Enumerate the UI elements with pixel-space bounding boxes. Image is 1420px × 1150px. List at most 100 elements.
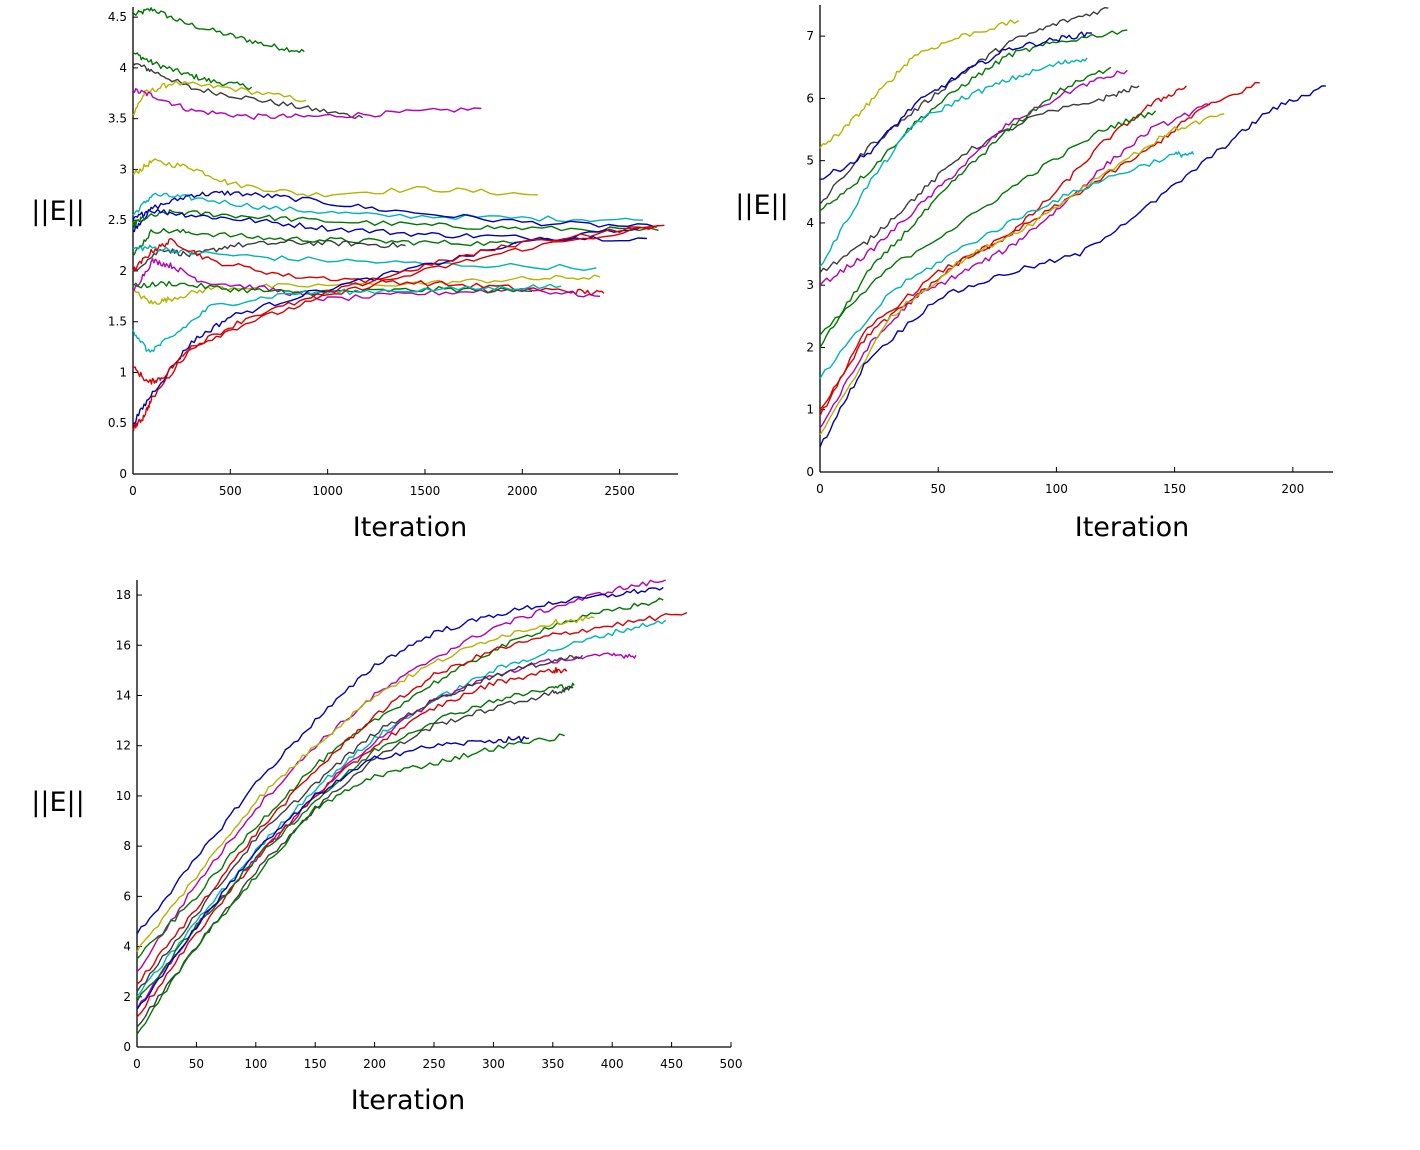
series-line [819,57,1088,267]
y-axis-title: ||E|| [31,196,84,227]
series-line [132,227,640,424]
series-line [136,654,584,993]
x-tick-label: 50 [189,1057,204,1071]
x-tick-label: 2500 [604,484,635,498]
y-axis-title: ||E|| [735,190,788,221]
chart-panel-top-right: 0 50 100 150 200 0 1 2 3 4 5 6 7 Iteration ||E|| [735,5,1333,543]
series-line [819,113,1225,435]
y-tick-label: 2 [806,340,814,354]
series-line [132,224,659,431]
series-line [136,733,565,1035]
y-tick-label: 6 [123,889,131,903]
series-group [136,579,688,1035]
series-line [136,682,575,1003]
series-line [136,597,664,960]
x-tick-label: 2000 [507,484,538,498]
series-line [136,667,568,1018]
y-tick-label: 0.5 [108,416,127,430]
x-tick-label: 500 [219,484,242,498]
y-tick-label: 0 [123,1040,131,1054]
series-line [819,31,1092,180]
y-tick-label: 3 [119,162,127,176]
x-tick-label: 300 [482,1057,505,1071]
series-line [132,62,364,120]
series-line [132,7,305,54]
series-line [132,88,482,120]
x-ticks: 0 50 100 150 200 [816,467,1304,496]
series-line [819,85,1326,448]
y-tick-label: 4.5 [108,10,127,24]
y-tick-label: 10 [116,789,131,803]
x-axis-title: Iteration [1075,512,1190,543]
x-tick-label: 1000 [312,484,343,498]
x-tick-label: 250 [423,1057,446,1071]
series-group [132,7,665,431]
y-tick-label: 12 [116,739,131,753]
y-tick-label: 14 [116,688,131,702]
x-tick-label: 0 [133,1057,141,1071]
x-axis-title: Iteration [353,512,468,543]
series-line [819,85,1140,274]
x-tick-label: 50 [931,482,946,496]
series-line [136,616,595,952]
x-tick-label: 150 [304,1057,327,1071]
series-line [132,228,517,257]
x-tick-label: 200 [1281,482,1304,496]
series-line [819,151,1195,379]
series-line [132,208,647,242]
series-line [132,238,605,295]
series-line [136,579,666,973]
y-tick-label: 1 [119,365,127,379]
x-tick-label: 0 [129,484,137,498]
series-line [132,274,601,305]
chart-panel-bottom-left: 0 50 100 150 200 250 300 350 400 450 500 0 2 4 6 8 10 12… [31,579,742,1116]
y-tick-label: 4 [123,940,131,954]
y-tick-label: 3 [806,278,814,292]
x-axis-title: Iteration [351,1085,466,1116]
y-tick-label: 16 [116,638,131,652]
x-tick-label: 0 [816,482,824,496]
x-tick-label: 450 [660,1057,683,1071]
series-line [819,81,1260,417]
x-ticks: 0 500 1000 1500 2000 2500 [129,469,635,498]
y-tick-label: 18 [116,588,131,602]
series-line [132,52,253,91]
x-tick-label: 100 [244,1057,267,1071]
series-line [132,80,307,116]
x-ticks: 0 50 100 150 200 250 300 350 400 450 500 [133,1042,742,1071]
x-tick-label: 200 [363,1057,386,1071]
y-tick-label: 0 [119,467,127,481]
x-tick-label: 400 [601,1057,624,1071]
y-ticks: 0 0.5 1 1.5 2 2.5 3 3.5 4 4.5 [108,10,138,481]
series-group [819,7,1326,448]
y-tick-label: 3.5 [108,112,127,126]
series-line [819,103,1211,429]
series-line [132,158,538,198]
series-line [132,192,644,223]
y-tick-label: 2.5 [108,213,127,227]
series-line [136,586,664,935]
y-tick-label: 1 [806,403,814,417]
series-line [819,69,1128,286]
y-tick-label: 8 [123,839,131,853]
y-tick-label: 1.5 [108,315,127,329]
x-tick-label: 100 [1045,482,1068,496]
chart-panel-top-left: 0 500 1000 1500 2000 2500 0 0.5 1 1.5 2 2.5 3 3.5 4 4.… [31,7,678,543]
y-tick-label: 6 [806,91,814,105]
y-tick-label: 0 [806,465,814,479]
series-line [819,29,1128,212]
y-tick-label: 4 [119,61,127,75]
series-line [132,224,665,385]
y-tick-label: 7 [806,29,814,43]
y-ticks: 0 1 2 3 4 5 6 7 [806,29,825,479]
y-ticks: 0 2 4 6 8 10 12 14 16 18 [116,588,142,1054]
series-line [132,209,659,233]
y-tick-label: 4 [806,216,814,230]
y-tick-label: 5 [806,154,814,168]
series-line [136,735,530,1010]
series-line [819,19,1019,149]
y-axis-title: ||E|| [31,787,84,818]
x-tick-label: 350 [541,1057,564,1071]
